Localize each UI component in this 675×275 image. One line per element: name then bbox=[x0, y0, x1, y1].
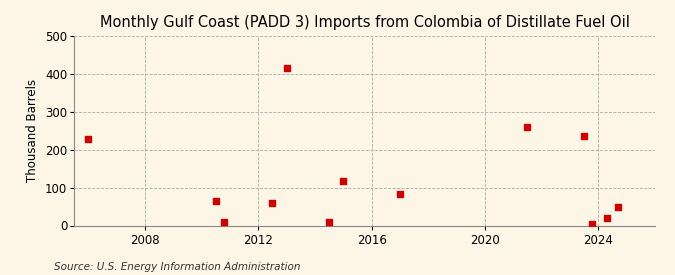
Point bbox=[338, 178, 349, 183]
Point bbox=[219, 219, 230, 224]
Point bbox=[522, 125, 533, 129]
Point bbox=[612, 204, 623, 209]
Point bbox=[281, 66, 292, 70]
Text: Source: U.S. Energy Information Administration: Source: U.S. Energy Information Administ… bbox=[54, 262, 300, 272]
Y-axis label: Thousand Barrels: Thousand Barrels bbox=[26, 79, 40, 182]
Point bbox=[601, 216, 612, 220]
Point bbox=[324, 219, 335, 224]
Point bbox=[211, 199, 221, 203]
Point bbox=[578, 133, 589, 138]
Point bbox=[587, 222, 598, 226]
Point bbox=[83, 137, 94, 142]
Point bbox=[394, 192, 405, 196]
Title: Monthly Gulf Coast (PADD 3) Imports from Colombia of Distillate Fuel Oil: Monthly Gulf Coast (PADD 3) Imports from… bbox=[100, 15, 629, 31]
Point bbox=[267, 200, 278, 205]
